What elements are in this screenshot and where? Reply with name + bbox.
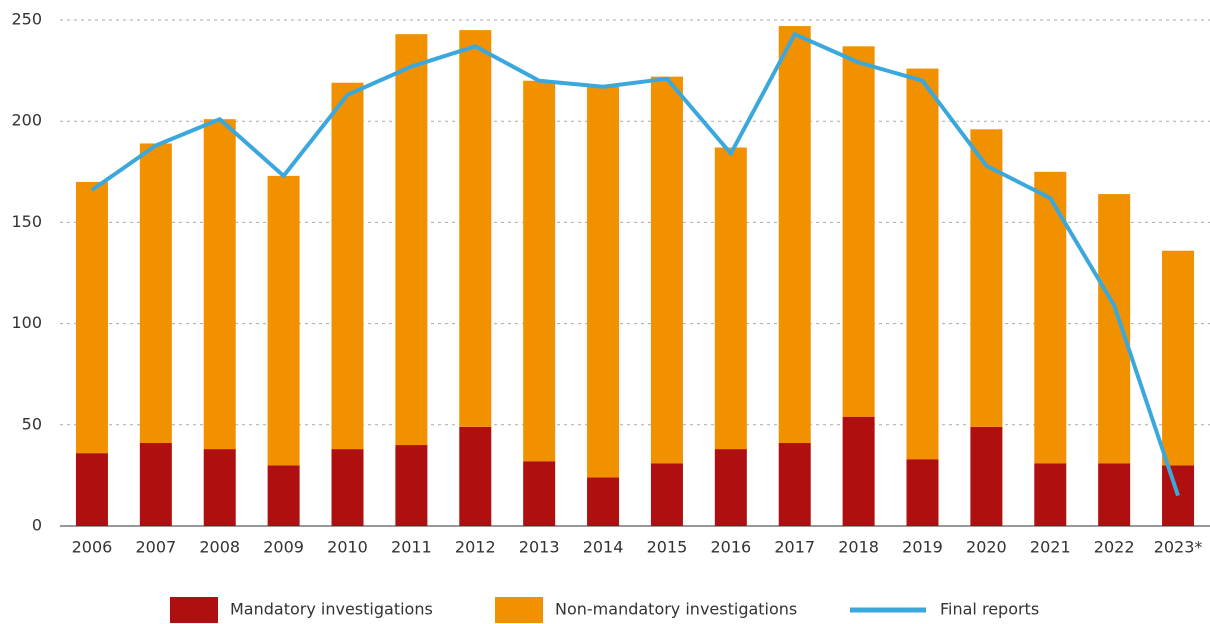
bar-segment (714, 449, 747, 526)
x-tick-label: 2016 (710, 538, 751, 557)
x-tick-label: 2021 (1030, 538, 1071, 557)
x-tick-label: 2010 (327, 538, 368, 557)
x-tick-label: 2012 (455, 538, 496, 557)
bar-segment (650, 463, 683, 526)
x-tick-label: 2009 (263, 538, 304, 557)
legend-swatch (495, 597, 543, 623)
x-tick-label: 2011 (391, 538, 432, 557)
y-tick-label: 100 (11, 313, 42, 332)
bar-segment (1098, 463, 1131, 526)
bar-segment (970, 129, 1003, 427)
bar-segment (1162, 250, 1195, 466)
bar-segment (139, 143, 172, 444)
bar-segment (650, 76, 683, 464)
x-tick-label: 2018 (838, 538, 879, 557)
bar-segment (203, 449, 236, 526)
legend-label: Mandatory investigations (230, 600, 433, 619)
line-series (90, 32, 1180, 497)
y-tick-label: 50 (22, 414, 42, 433)
bar-segment (587, 84, 620, 478)
bar-segment (587, 477, 620, 526)
bar-segment (1098, 194, 1131, 464)
bar-segment (1034, 171, 1067, 464)
bar-segment (714, 147, 747, 450)
bar-segment (459, 30, 492, 427)
bar-segment (778, 443, 811, 526)
bar-segment (523, 80, 556, 462)
legend-swatch (170, 597, 218, 623)
x-tick-label: 2023* (1154, 538, 1203, 557)
bar-segment (395, 34, 428, 446)
x-tick-label: 2006 (72, 538, 113, 557)
bar-segment (203, 119, 236, 450)
bar-segment (778, 26, 811, 444)
x-tick-label: 2013 (519, 538, 560, 557)
bar-segment (267, 175, 300, 466)
legend-label: Final reports (940, 600, 1039, 619)
bar-segment (906, 459, 939, 526)
x-tick-label: 2020 (966, 538, 1007, 557)
bar-segment (970, 426, 1003, 526)
bar-segment (459, 426, 492, 526)
bar-segment (842, 416, 875, 526)
bar-segment (75, 181, 108, 454)
x-tick-label: 2008 (199, 538, 240, 557)
bar-segment (75, 453, 108, 526)
x-tick-label: 2017 (774, 538, 815, 557)
bar-segment (1034, 463, 1067, 526)
legend-label: Non-mandatory investigations (555, 600, 797, 619)
y-tick-label: 200 (11, 111, 42, 130)
bar-segment (842, 46, 875, 417)
bar-segment (267, 465, 300, 526)
x-tick-label: 2022 (1094, 538, 1135, 557)
bar-segment (395, 445, 428, 526)
bar-segment (331, 82, 364, 450)
bar-segment (331, 449, 364, 526)
y-tick-label: 0 (32, 516, 42, 535)
y-tick-label: 150 (11, 212, 42, 231)
bar-segment (523, 461, 556, 526)
x-tick-label: 2015 (647, 538, 688, 557)
x-tick-label: 2019 (902, 538, 943, 557)
x-tick-label: 2014 (583, 538, 624, 557)
y-tick-label: 250 (11, 10, 42, 29)
bar-segment (906, 68, 939, 460)
bar-segment (139, 443, 172, 526)
x-tick-label: 2007 (135, 538, 176, 557)
